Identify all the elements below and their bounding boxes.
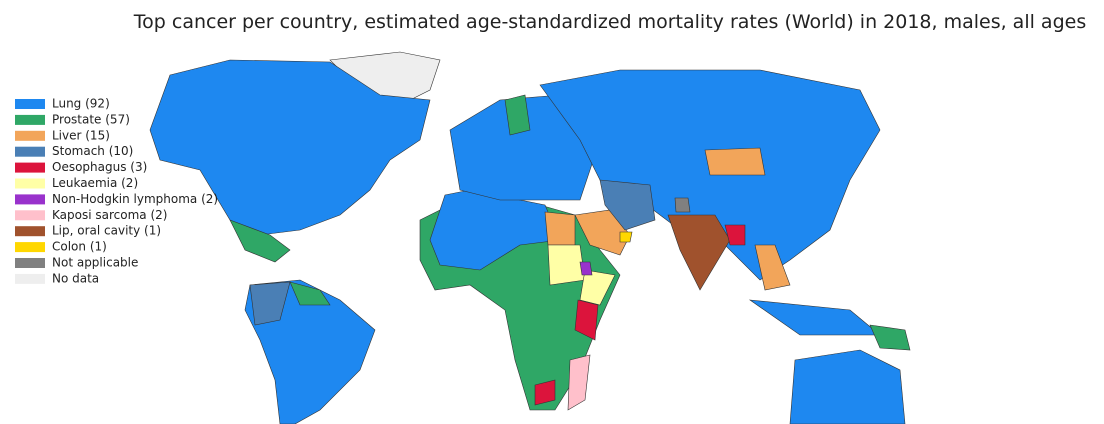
mozambique	[567, 354, 591, 411]
legend: Lung (92)Prostate (57) Liver (15) Stomach …	[15, 97, 218, 285]
legend-swatch	[15, 146, 45, 157]
legend-label: No data	[52, 271, 99, 285]
australia	[789, 349, 906, 424]
india	[667, 214, 731, 291]
legend-label: Oesophagus (3)	[52, 160, 147, 174]
legend-swatch	[15, 242, 45, 253]
central-america	[229, 219, 291, 263]
mongolia	[704, 147, 766, 176]
legend-swatch	[15, 99, 45, 109]
oman	[619, 231, 633, 243]
eritrea	[579, 261, 593, 276]
north-america	[149, 59, 431, 236]
legend-label: Prostate (57)	[52, 112, 130, 126]
legend-swatch	[15, 194, 45, 205]
legend-swatch	[15, 178, 45, 189]
legend-swatch	[15, 258, 45, 268]
colombia	[249, 281, 291, 326]
legend-swatch	[15, 162, 45, 173]
iran	[599, 179, 656, 231]
ethiopia	[579, 269, 616, 306]
bangladesh	[724, 224, 746, 246]
legend-swatch	[15, 130, 45, 141]
botswana	[534, 379, 556, 406]
legend-swatch	[15, 273, 45, 284]
egypt	[544, 211, 576, 246]
legend-swatch	[15, 114, 45, 125]
legend-label: Lung (92)	[52, 97, 110, 111]
legend-label: Leukaemia (2)	[52, 176, 138, 190]
map-title: Top cancer per country, estimated age-st…	[133, 11, 1086, 33]
legend-label: Liver (15)	[52, 128, 110, 142]
kenya	[574, 299, 599, 341]
legend-label: Kaposi sarcoma (2)	[52, 208, 167, 222]
kashmir	[674, 197, 691, 213]
legend-swatch	[15, 226, 45, 237]
sweden	[504, 94, 531, 136]
indonesia	[748, 299, 881, 336]
legend-label: Not applicable	[52, 256, 138, 270]
legend-label: Lip, oral cavity (1)	[52, 224, 161, 238]
papua-new-guinea	[869, 324, 911, 351]
legend-label: Colon (1)	[52, 240, 107, 254]
sudan	[547, 244, 586, 286]
legend-swatch	[15, 210, 45, 221]
guianas	[289, 281, 331, 306]
legend-label: Stomach (10)	[52, 144, 133, 158]
southeast-asia	[754, 244, 791, 291]
legend-label: Non-Hodgkin lymphoma (2)	[52, 192, 218, 206]
arabia	[574, 209, 631, 256]
world-map	[149, 51, 911, 424]
